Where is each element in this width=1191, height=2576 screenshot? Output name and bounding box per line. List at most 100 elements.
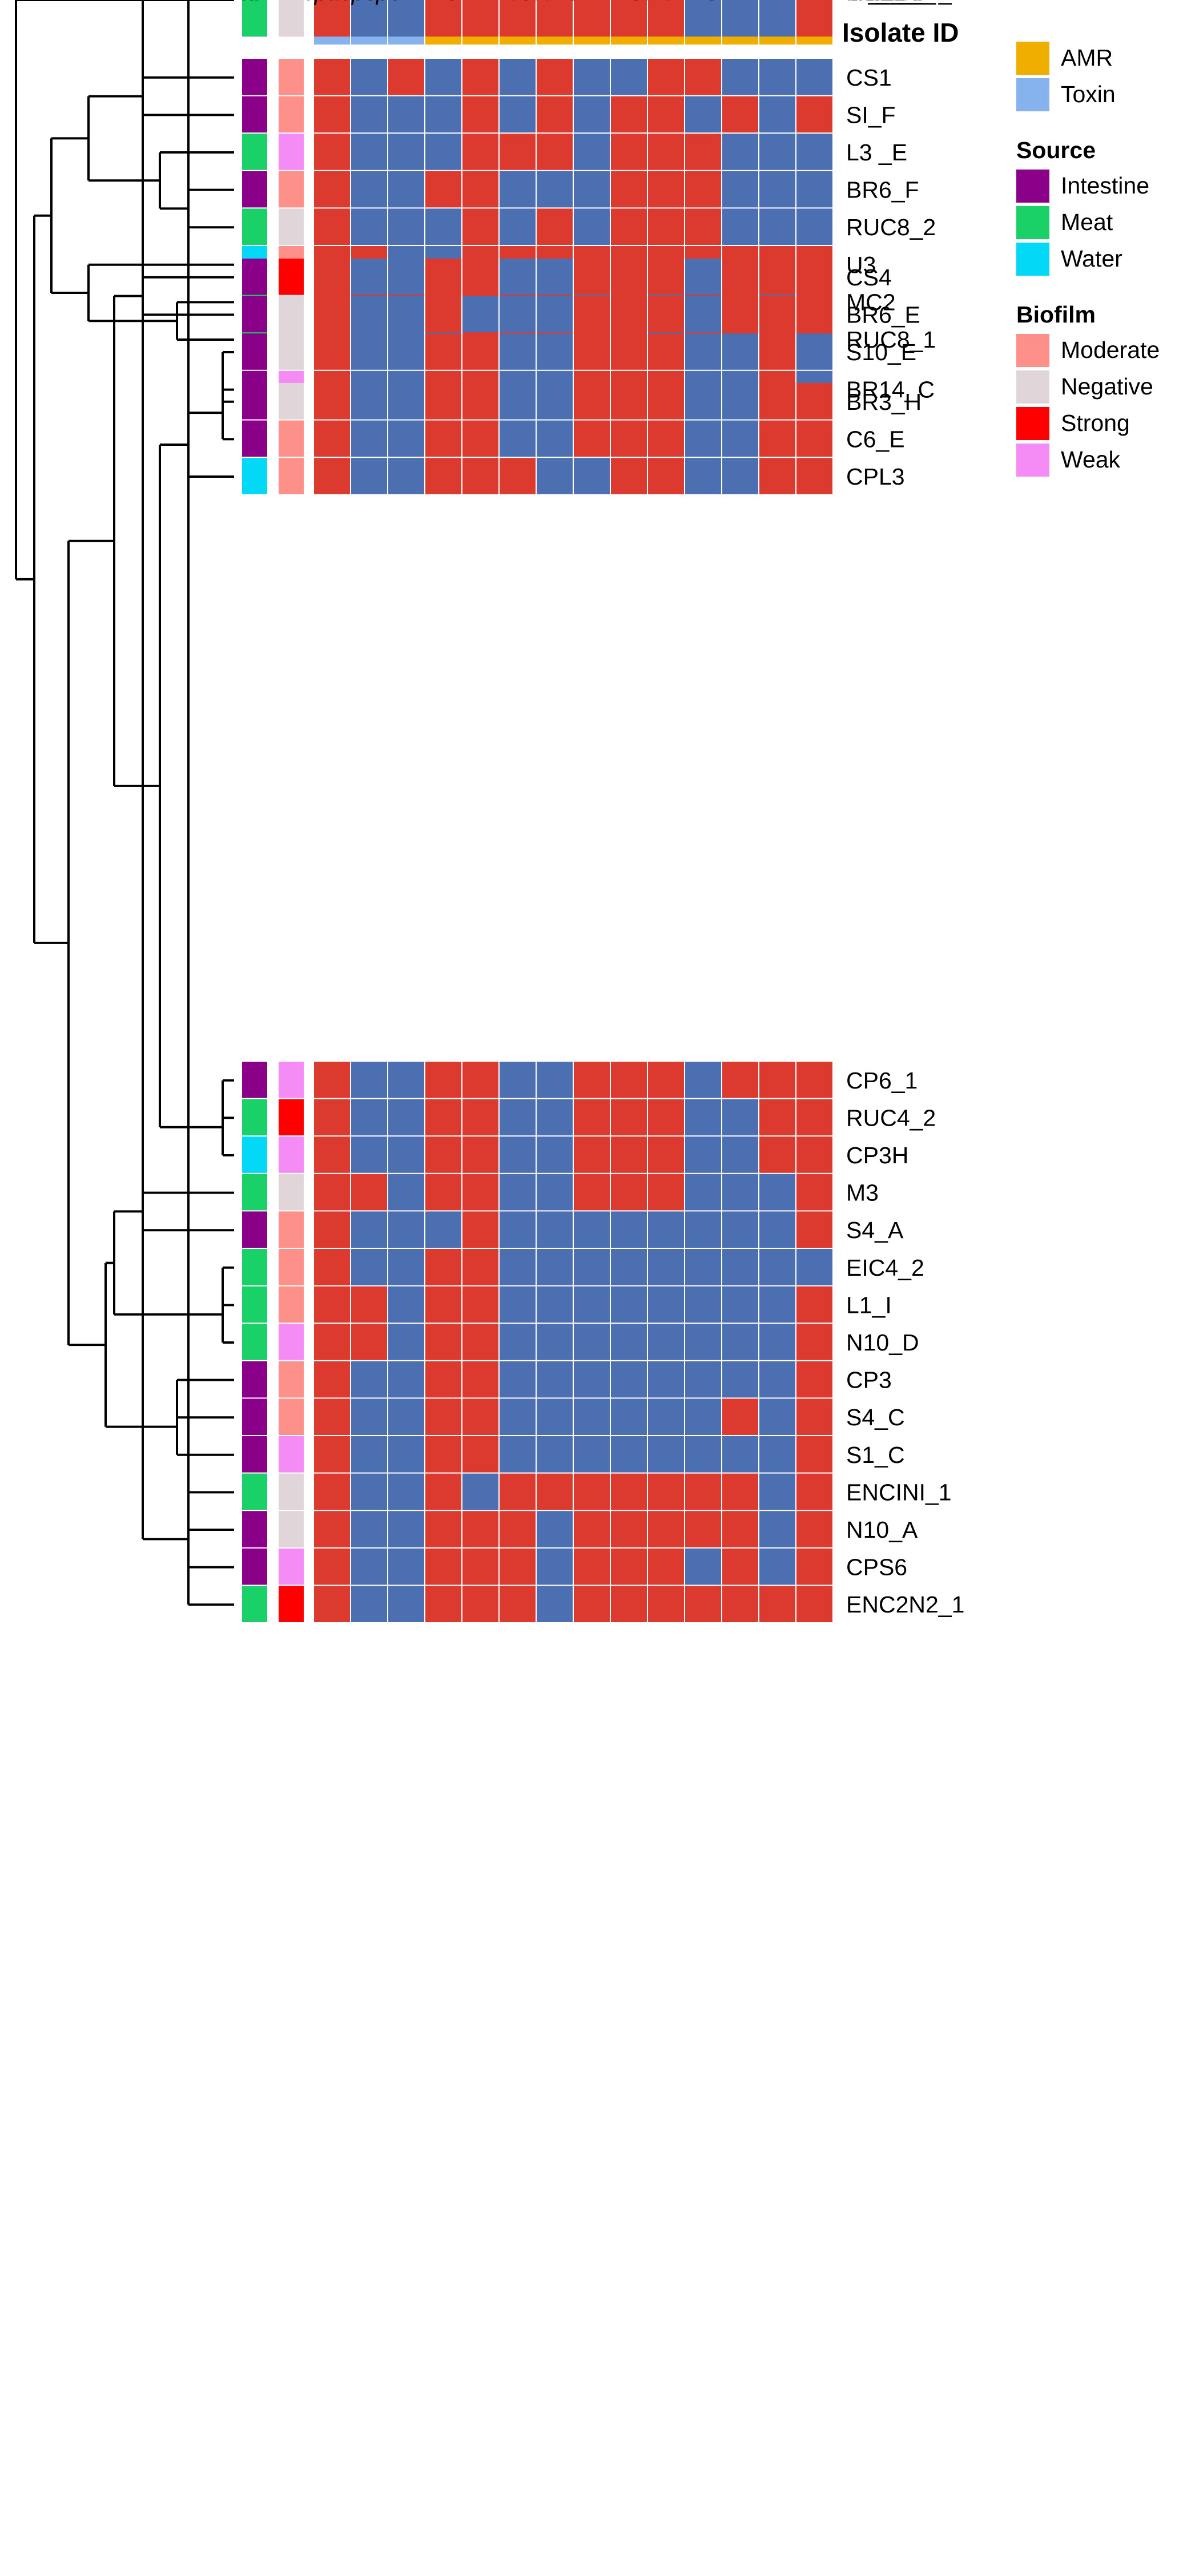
heat-cell [611, 383, 647, 420]
heat-cell [648, 259, 684, 295]
heat-cell [388, 1511, 424, 1547]
column-label-CLR: CLR [442, 0, 488, 5]
row-label: RUC10_1 [846, 0, 949, 5]
heat-cell [796, 1211, 832, 1248]
heat-cell [425, 259, 461, 295]
row-label: CP8 [846, 0, 892, 5]
heat-cell [685, 458, 721, 494]
heat-cell [537, 134, 573, 170]
biofilm-cell [279, 1249, 304, 1285]
heat-cell [648, 1062, 684, 1098]
heat-cell [759, 1548, 795, 1585]
heat-cell [314, 1174, 350, 1211]
heat-cell [351, 1249, 387, 1285]
heat-cell [722, 134, 758, 170]
heat-cell [574, 1473, 610, 1510]
row-label: CPL1 [846, 0, 905, 5]
heat-cell [500, 458, 536, 494]
biofilm-cell [279, 1436, 304, 1473]
column-label-cpb2: cpb2 [365, 0, 415, 5]
heat-cell [648, 383, 684, 420]
heat-cell [685, 1174, 721, 1211]
heat-cell [537, 1473, 573, 1510]
heat-cell [351, 420, 387, 457]
legend-label: Weak [1061, 446, 1121, 473]
source-cell [242, 296, 267, 333]
heat-cell [759, 1099, 795, 1136]
heat-cell [611, 208, 647, 245]
heat-cell [759, 0, 795, 37]
heat-cell [314, 383, 350, 420]
heat-cell [648, 134, 684, 170]
row-label: MC2 [846, 289, 896, 315]
heat-cell [796, 1174, 832, 1211]
heat-cell [388, 59, 424, 95]
heat-cell [314, 333, 350, 370]
heat-cell [462, 96, 498, 133]
heat-cell [425, 171, 461, 208]
heat-cell [462, 0, 498, 37]
heat-cell [351, 1324, 387, 1360]
heat-cell [759, 259, 795, 295]
heat-cell [648, 1473, 684, 1510]
row-label: CS4 [846, 264, 892, 291]
heat-cell [685, 0, 721, 37]
heat-cell [648, 1211, 684, 1248]
heat-cell [722, 96, 758, 133]
heat-cell [611, 1286, 647, 1323]
heat-cell [314, 296, 350, 333]
heat-cell [425, 1361, 461, 1398]
heat-cell [685, 1211, 721, 1248]
heat-cell [685, 333, 721, 370]
heat-cell [648, 1286, 684, 1323]
biofilm-cell [279, 259, 304, 295]
row-label: ENC3 [846, 0, 908, 5]
biofilm-cell [279, 1361, 304, 1398]
heat-cell [796, 134, 832, 170]
heat-cell [722, 1511, 758, 1547]
heat-cell [351, 1436, 387, 1473]
heat-cell [314, 458, 350, 494]
biofilm-cell [279, 420, 304, 457]
row-label: SI_F [846, 102, 896, 128]
heat-cell [462, 383, 498, 420]
heat-cell [388, 1211, 424, 1248]
annotation-label: Biofilm [222, 0, 299, 5]
column-label-cpa: cpa [303, 0, 340, 5]
heat-cell [537, 259, 573, 295]
heat-cell [351, 208, 387, 245]
heat-cell [351, 1174, 387, 1211]
heat-cell [796, 1099, 832, 1136]
biofilm-cell [279, 1511, 304, 1547]
heat-cell [351, 171, 387, 208]
heat-cell [462, 134, 498, 170]
heat-cell [611, 59, 647, 95]
heat-cell [796, 1511, 832, 1547]
heat-cell [388, 1473, 424, 1510]
source-cell [242, 1398, 267, 1435]
row-label: CS1 [846, 64, 892, 91]
row-label: CPL4 [846, 0, 905, 5]
heat-cell [500, 259, 536, 295]
source-cell [242, 1436, 267, 1473]
heat-cell [462, 1436, 498, 1473]
heat-cell [537, 296, 573, 333]
heat-cell [462, 333, 498, 370]
heat-cell [388, 1324, 424, 1360]
heat-cell [722, 1174, 758, 1211]
heat-cell [611, 420, 647, 457]
heat-cell [351, 1511, 387, 1547]
row-label: CP1_A [846, 0, 921, 5]
heat-cell [351, 458, 387, 494]
heat-cell [722, 1249, 758, 1285]
source-cell [242, 1548, 267, 1585]
heat-cell [537, 1249, 573, 1285]
heat-cell [611, 1211, 647, 1248]
heat-cell [537, 1062, 573, 1098]
heat-cell [759, 1062, 795, 1098]
source-cell [242, 1586, 267, 1622]
heat-cell [351, 0, 387, 37]
heat-cell [685, 1136, 721, 1173]
row-label: CP1_B [846, 0, 920, 5]
row-label: BR14_C [846, 377, 935, 403]
